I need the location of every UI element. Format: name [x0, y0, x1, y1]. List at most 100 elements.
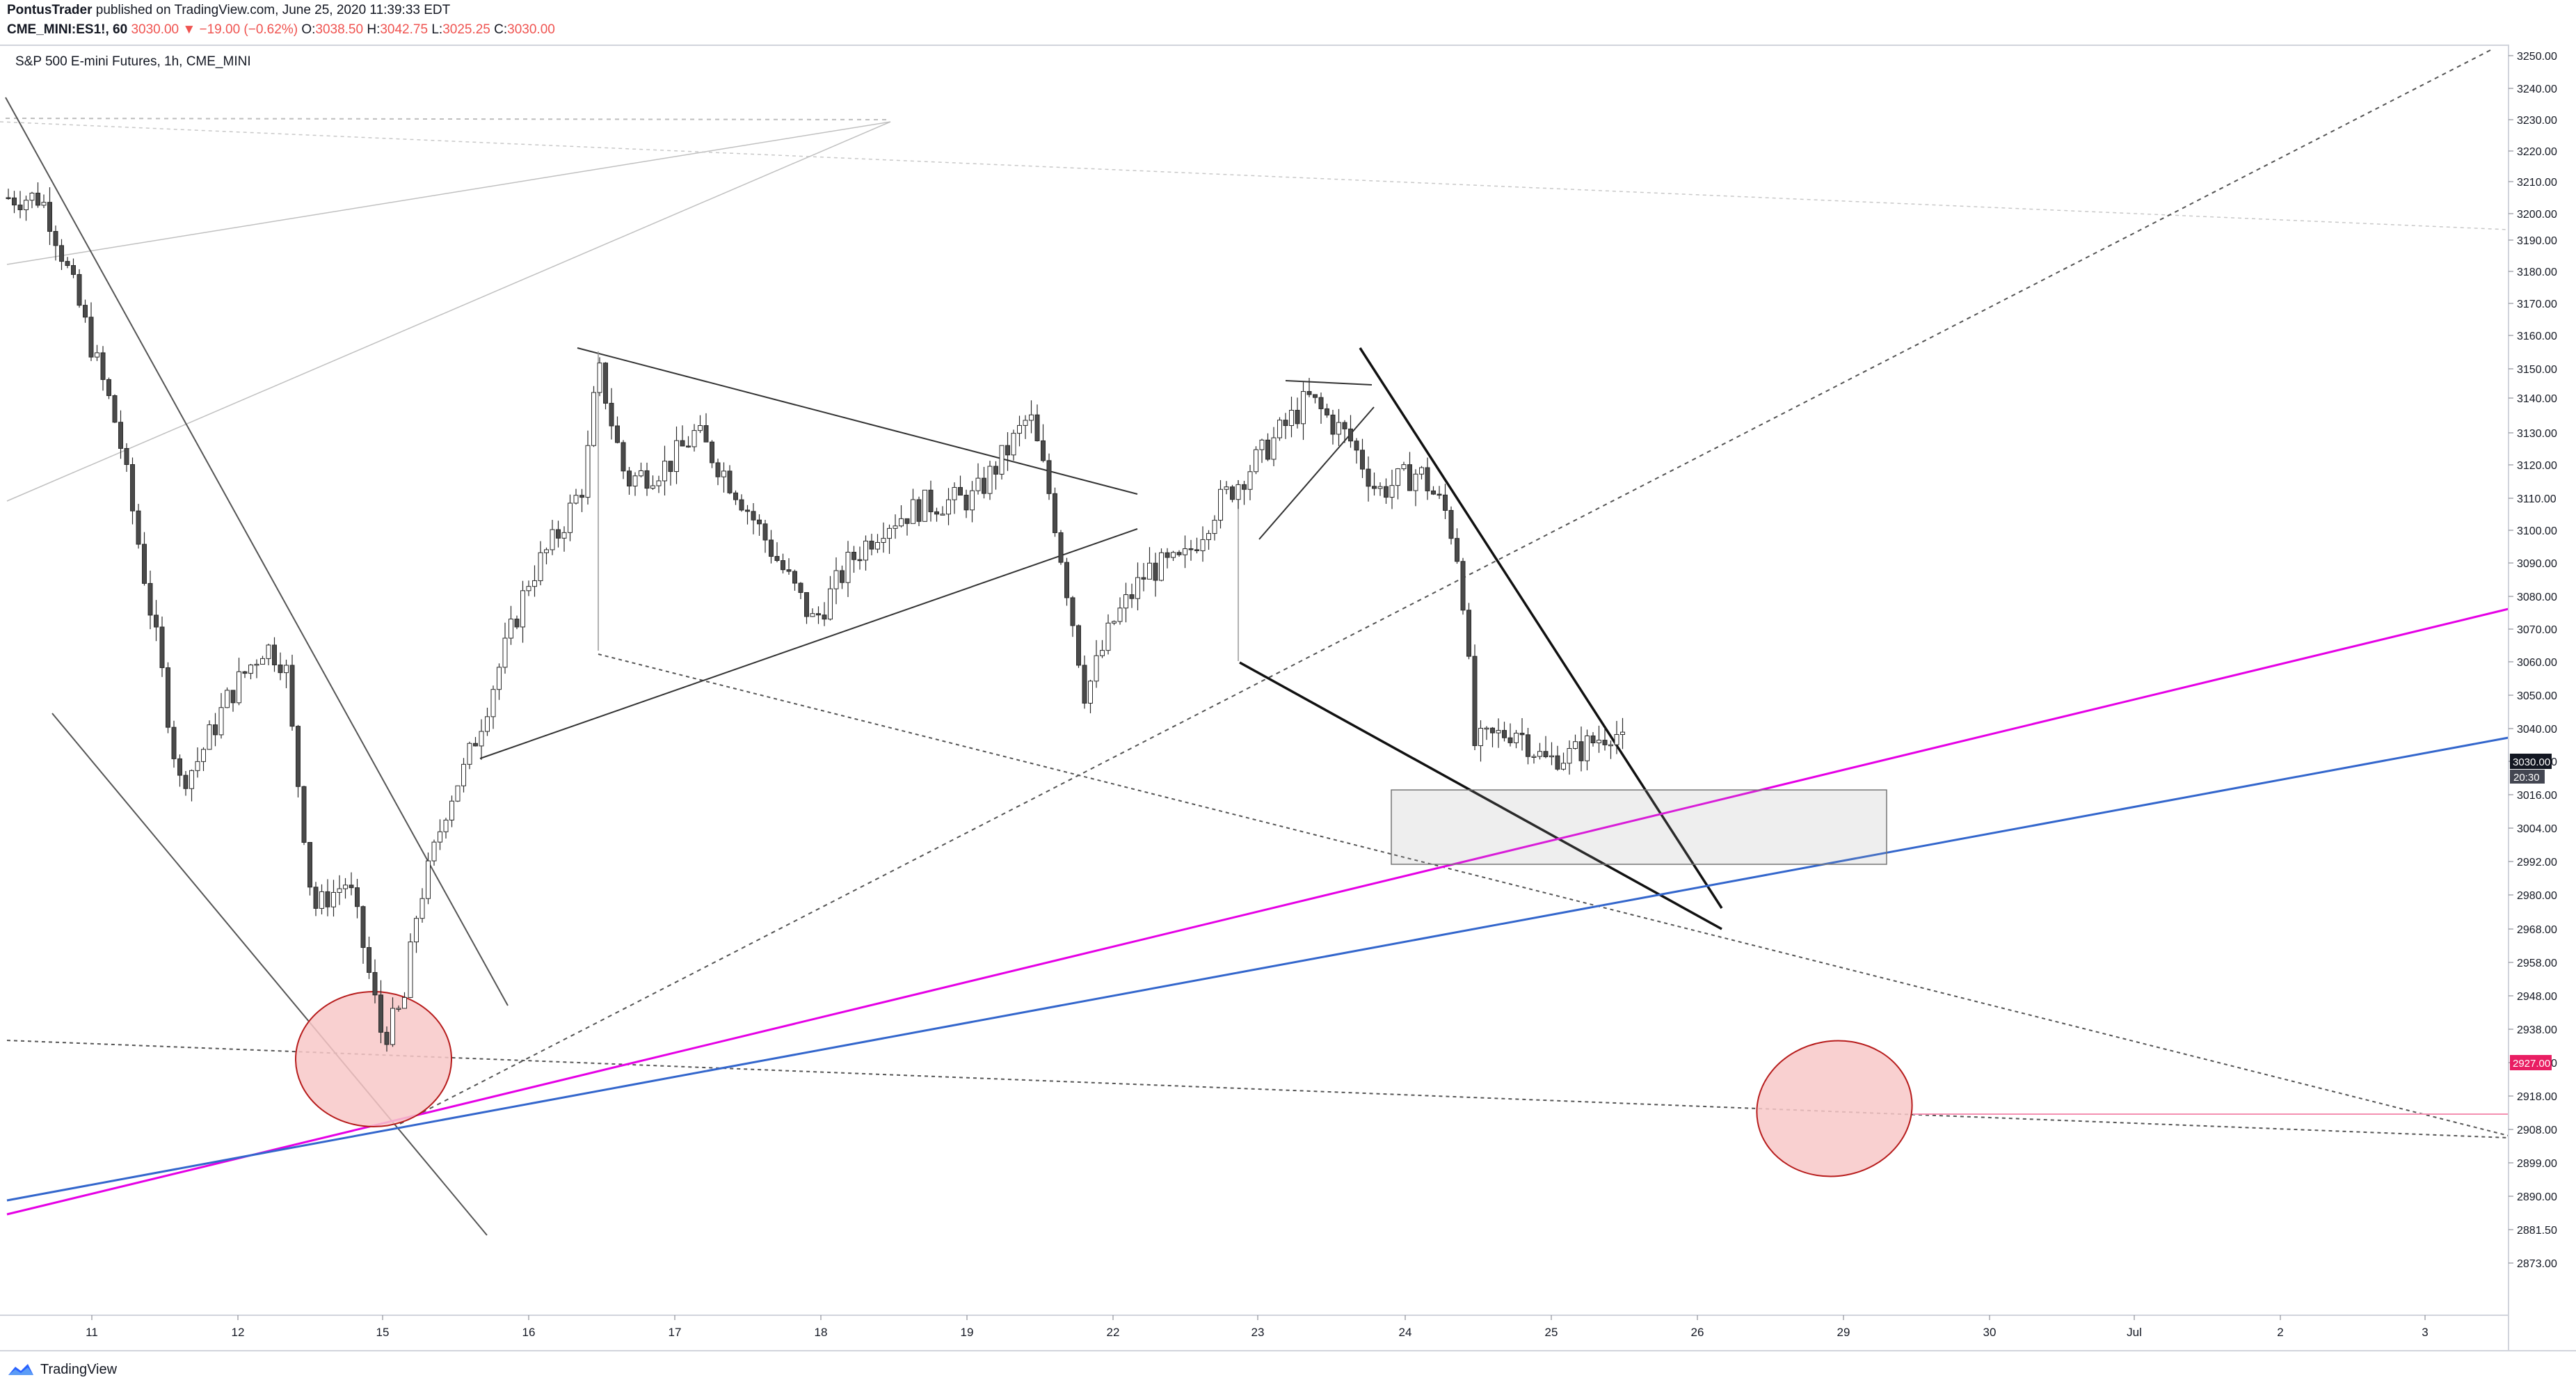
candle-body — [467, 743, 472, 765]
candle-body — [77, 273, 82, 306]
price-axis[interactable]: 3250.00 3240.00 3230.00 3220.00 3210.00 3200.… — [2508, 45, 2576, 1350]
price-tick-label: 2918.00 — [2517, 1091, 2557, 1103]
price-tick-label: 2873.00 — [2517, 1258, 2557, 1270]
candle-body — [1431, 490, 1436, 495]
candle-body — [644, 470, 650, 489]
publish-header: PontusTrader published on TradingView.co… — [0, 0, 2576, 46]
candle-body — [419, 898, 425, 919]
candle-body — [100, 352, 106, 380]
target-highlight-ellipse[interactable] — [1746, 1029, 1923, 1189]
dotted-rising-trendline[interactable] — [399, 49, 2491, 1125]
last-price: 3030.00 — [131, 22, 179, 37]
descending-channel-lower[interactable] — [51, 713, 488, 1236]
price-tick-label: 3130.00 — [2517, 428, 2557, 440]
candle-body — [455, 785, 461, 802]
candle-body — [1100, 650, 1105, 656]
candle-body — [1460, 561, 1466, 611]
price-axis-bg — [2509, 45, 2576, 1350]
candle-body — [1318, 397, 1324, 409]
candle-body — [438, 831, 442, 843]
triangle-upper[interactable] — [577, 347, 1138, 495]
price-tick-label: 3240.00 — [2517, 84, 2557, 95]
dotted-resistance-line[interactable] — [5, 118, 891, 120]
triangle-lower[interactable] — [479, 528, 1138, 759]
flag-top[interactable] — [1285, 380, 1373, 386]
descending-channel-upper[interactable] — [5, 97, 509, 1006]
candle-body — [916, 499, 922, 522]
low-value: 3025.25 — [442, 22, 490, 37]
candle-body — [538, 552, 543, 581]
candle-body — [810, 613, 815, 617]
candle-body — [1194, 549, 1199, 551]
high-value: 3042.75 — [380, 22, 429, 37]
support-zone-rect[interactable] — [1391, 789, 1887, 865]
candle-body — [1620, 731, 1625, 735]
candle-body — [289, 665, 295, 727]
grey-fan-line-lower[interactable] — [6, 121, 891, 502]
magenta-trendline[interactable] — [6, 608, 2509, 1216]
grey-fan-line-upper[interactable] — [6, 121, 891, 265]
candle-body — [307, 842, 312, 888]
tradingview-logo-icon — [8, 1364, 33, 1375]
author-name[interactable]: PontusTrader — [7, 3, 93, 17]
candle-body — [266, 644, 271, 659]
flag-bottom[interactable] — [1258, 406, 1375, 540]
long-dotted-descending-line[interactable] — [0, 121, 2509, 230]
price-tick-label: 3140.00 — [2517, 393, 2557, 405]
candle-body — [1046, 460, 1052, 494]
candle-body — [721, 470, 726, 477]
dotted-falling-trendline[interactable] — [598, 653, 2509, 1136]
candle-body — [532, 580, 537, 587]
blue-trendline[interactable] — [6, 736, 2509, 1202]
candle-body — [1176, 552, 1182, 555]
candle-body — [207, 724, 212, 750]
brand-label: TradingView — [40, 1361, 118, 1377]
candle-body — [686, 445, 691, 447]
price-tick-label: 2899.00 — [2517, 1158, 2557, 1170]
candle-body — [798, 582, 803, 593]
candle-body — [597, 363, 602, 393]
candle-body — [130, 464, 135, 511]
candle-body — [881, 538, 886, 543]
candle-body — [733, 492, 738, 500]
low-highlight-ellipse[interactable] — [295, 991, 452, 1127]
candle-body — [1336, 422, 1341, 435]
candle-body — [579, 495, 584, 498]
candle-body — [183, 775, 189, 789]
candle-body — [142, 543, 147, 584]
candle-body — [863, 541, 868, 561]
candle-body — [1041, 440, 1046, 461]
candle-body — [71, 265, 76, 275]
candle-body — [1141, 577, 1146, 580]
candle-body — [171, 727, 177, 759]
candle-body — [479, 731, 484, 747]
low-label: L: — [431, 22, 443, 37]
open-label: O: — [301, 22, 316, 37]
candle-body — [1484, 727, 1489, 730]
candle-body — [1377, 486, 1383, 489]
candle-body — [319, 891, 324, 909]
candle-body — [65, 261, 70, 267]
candle-body — [47, 202, 52, 232]
candle-body — [1082, 665, 1087, 704]
candle-body — [378, 994, 383, 1033]
candle-body — [1283, 420, 1288, 427]
candle-body — [1585, 735, 1590, 761]
open-value: 3038.50 — [315, 22, 364, 37]
candle-body — [526, 586, 531, 592]
candle-body — [928, 489, 934, 512]
price-tick-label: 3100.00 — [2517, 525, 2557, 537]
close-value: 3030.00 — [507, 22, 555, 37]
candles-layer — [6, 182, 1625, 1052]
high-label: H: — [367, 22, 381, 37]
candle-body — [1395, 468, 1400, 486]
candle-body — [1443, 494, 1448, 511]
candle-body — [698, 425, 703, 431]
time-axis[interactable]: 11 12 15 16 17 18 19 22 23 24 25 26 29 30 Jul 2 3 — [0, 1315, 2509, 1339]
ohlc-legend: CME_MINI:ES1!, 60 3030.00 ▼ −19.00 (−0.6… — [7, 22, 555, 38]
falling-wedge-lower[interactable] — [1239, 661, 1722, 930]
tradingview-brand[interactable]: TradingView — [7, 1361, 117, 1378]
price-tick-label: 3060.00 — [2517, 657, 2557, 669]
symbol-label[interactable]: CME_MINI:ES1!, 60 — [7, 22, 128, 37]
